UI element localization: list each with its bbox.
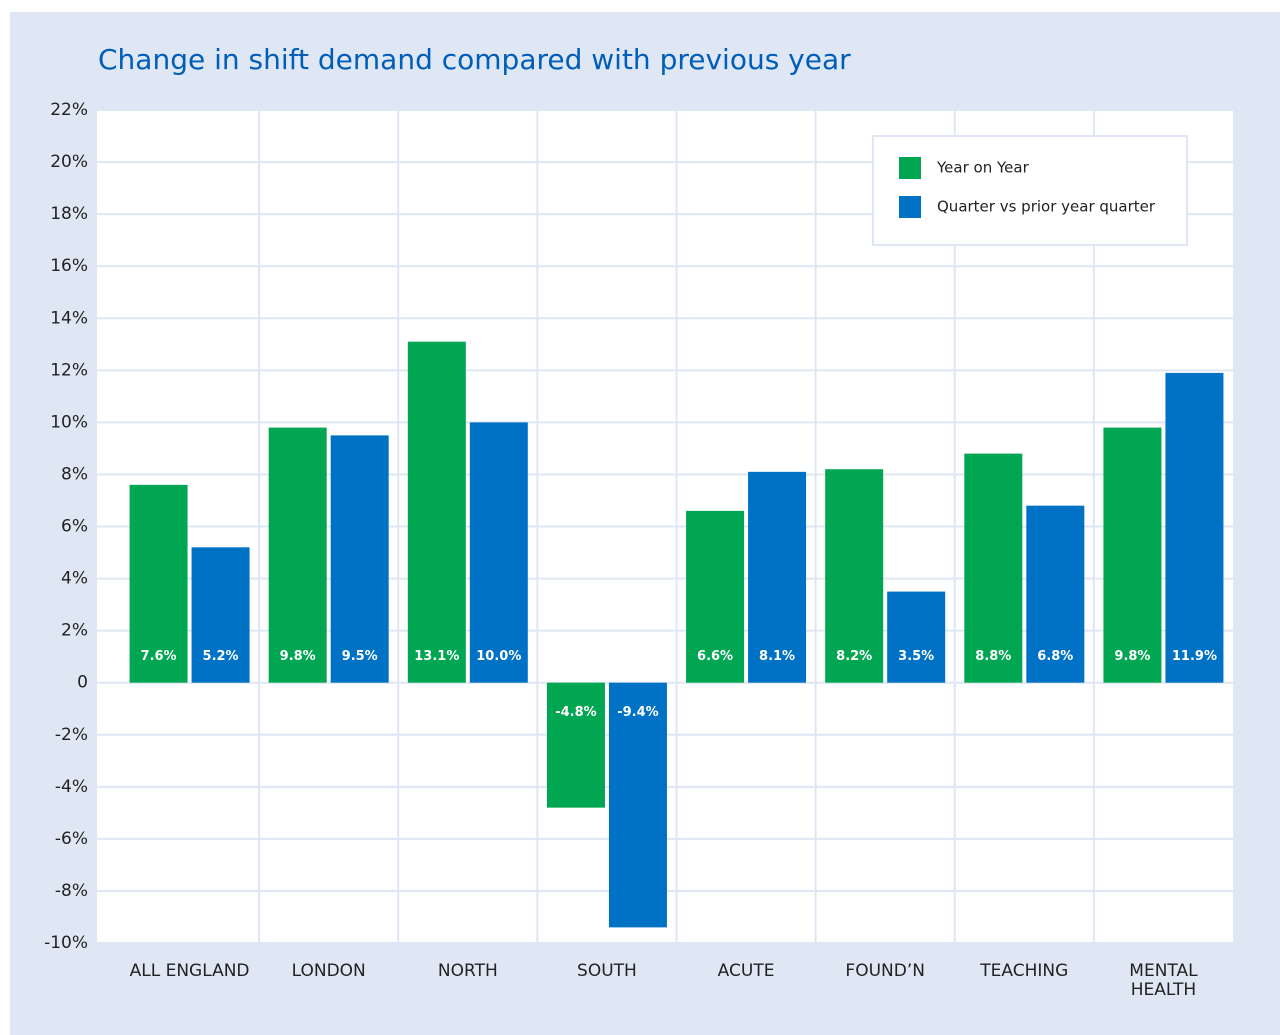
- x-tick-label: LONDON: [291, 961, 366, 981]
- value-label: 8.2%: [836, 649, 872, 664]
- y-tick-label: -6%: [55, 829, 88, 849]
- legend-label: Year on Year: [936, 159, 1030, 177]
- bar: [686, 510, 745, 683]
- value-label: 10.0%: [476, 649, 521, 664]
- value-label: -9.4%: [617, 705, 658, 720]
- value-label: -4.8%: [555, 705, 596, 720]
- x-tick-label: ALL ENGLAND: [129, 961, 250, 981]
- y-tick-label: -8%: [55, 881, 88, 901]
- bar: [1103, 427, 1162, 683]
- bar: [748, 471, 807, 683]
- bar: [469, 422, 528, 683]
- y-tick-label: 22%: [50, 100, 88, 120]
- value-label: 11.9%: [1172, 649, 1217, 664]
- legend-swatch: [899, 157, 921, 179]
- chart-title: Change in shift demand compared with pre…: [98, 43, 851, 76]
- y-tick-label: 0: [77, 673, 88, 693]
- value-label: 8.1%: [759, 649, 795, 664]
- value-label: 6.6%: [697, 649, 733, 664]
- x-tick-label: ACUTE: [717, 961, 775, 981]
- y-tick-label: -4%: [55, 777, 88, 797]
- bar: [129, 484, 188, 683]
- x-tick-label: NORTH: [437, 961, 498, 981]
- value-label: 3.5%: [898, 649, 934, 664]
- value-label: 13.1%: [414, 649, 459, 664]
- value-label: 9.8%: [1114, 649, 1150, 664]
- bar: [964, 453, 1023, 683]
- y-tick-label: 18%: [50, 204, 88, 224]
- bar: [1026, 505, 1085, 683]
- value-label: 7.6%: [141, 649, 177, 664]
- x-tick-label: TEACHING: [980, 961, 1069, 981]
- y-tick-label: 4%: [61, 569, 88, 589]
- legend-box: [872, 135, 1188, 246]
- y-tick-label: 14%: [50, 308, 88, 328]
- y-tick-label: 8%: [61, 464, 88, 484]
- legend-label: Quarter vs prior year quarter: [937, 198, 1156, 216]
- x-tick-label: FOUND’N: [845, 961, 925, 981]
- value-label: 8.8%: [975, 649, 1011, 664]
- legend-swatch: [899, 196, 921, 218]
- bar: [330, 435, 389, 683]
- x-tick-label: SOUTH: [577, 961, 637, 981]
- bar: [887, 591, 946, 683]
- bar: [1165, 372, 1224, 683]
- y-tick-label: 6%: [61, 517, 88, 537]
- y-tick-label: 2%: [61, 621, 88, 641]
- bar: [825, 469, 884, 683]
- y-tick-label: 12%: [50, 360, 88, 380]
- y-tick-label: 16%: [50, 256, 88, 276]
- value-label: 9.5%: [342, 649, 378, 664]
- bar: [268, 427, 327, 683]
- bar: [191, 547, 250, 683]
- bar: [407, 341, 466, 683]
- x-tick-label: MENTAL HEALTH: [1129, 961, 1198, 1000]
- y-tick-label: 10%: [50, 412, 88, 432]
- value-label: 6.8%: [1037, 649, 1073, 664]
- bar: [546, 682, 605, 808]
- value-label: 9.8%: [280, 649, 316, 664]
- y-tick-label: -2%: [55, 725, 88, 745]
- value-label: 5.2%: [203, 649, 239, 664]
- bar: [608, 682, 667, 928]
- y-tick-label: -10%: [44, 933, 88, 953]
- y-tick-label: 20%: [50, 152, 88, 172]
